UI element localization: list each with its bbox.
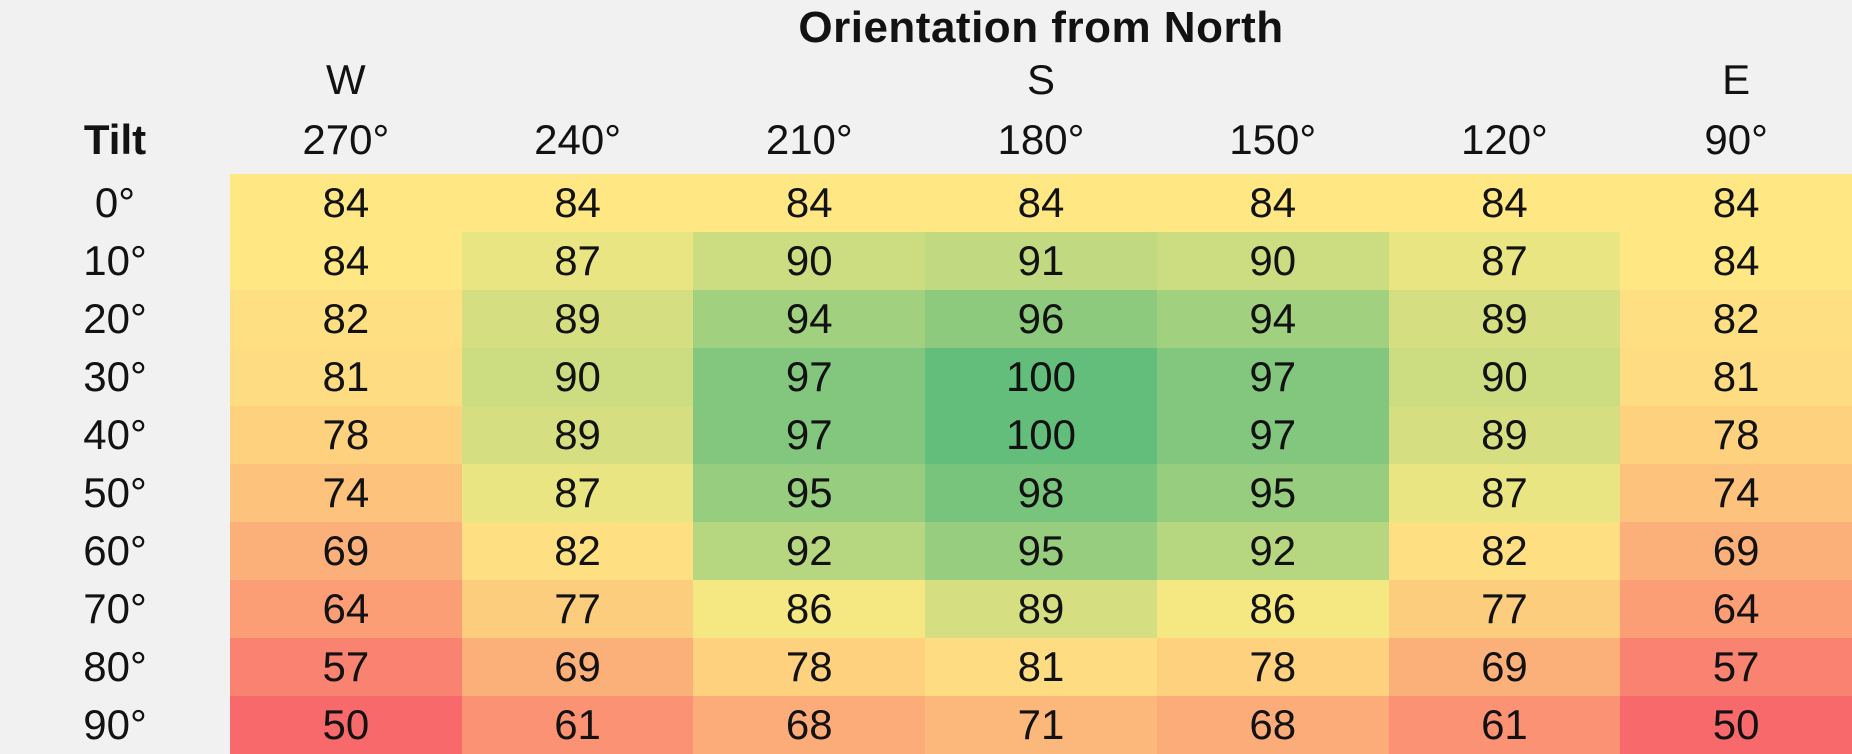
heatmap-cell: 97 bbox=[1156, 406, 1389, 464]
heatmap-cell: 69 bbox=[461, 638, 694, 696]
heatmap-cell: 84 bbox=[693, 174, 926, 232]
row-label: 20° bbox=[83, 295, 147, 342]
heatmap-cell: 91 bbox=[925, 232, 1157, 290]
row-label: 70° bbox=[83, 585, 147, 632]
heatmap-cell: 84 bbox=[230, 232, 462, 290]
heatmap-cell: 78 bbox=[230, 406, 462, 464]
heatmap-cell: 82 bbox=[1620, 290, 1852, 348]
heatmap-cell: 87 bbox=[461, 464, 694, 522]
row-label: 90° bbox=[83, 701, 147, 748]
compass-label-w: W bbox=[326, 56, 366, 103]
heatmap-cell: 100 bbox=[925, 348, 1157, 406]
heatmap-cell: 94 bbox=[1156, 290, 1389, 348]
heatmap-cell: 71 bbox=[925, 696, 1157, 754]
column-header: 150° bbox=[1229, 115, 1317, 163]
row-label: 80° bbox=[83, 643, 147, 690]
heatmap-cell: 84 bbox=[1620, 174, 1852, 232]
heatmap-cell: 86 bbox=[1156, 580, 1389, 638]
heatmap-cell: 92 bbox=[693, 522, 926, 580]
heatmap-cell: 84 bbox=[925, 174, 1157, 232]
heatmap-cell: 90 bbox=[461, 348, 694, 406]
heatmap-cell: 84 bbox=[1388, 174, 1621, 232]
heatmap-cell: 89 bbox=[1388, 290, 1621, 348]
heatmap-cell: 90 bbox=[693, 232, 926, 290]
heatmap-cell: 57 bbox=[1620, 638, 1852, 696]
heatmap-cell: 89 bbox=[461, 290, 694, 348]
heatmap-cell: 100 bbox=[925, 406, 1157, 464]
row-label: 60° bbox=[83, 527, 147, 574]
heatmap-cell: 81 bbox=[925, 638, 1157, 696]
column-header: 90° bbox=[1704, 115, 1768, 163]
heatmap-cell: 82 bbox=[230, 290, 462, 348]
heatmap-cell: 69 bbox=[1620, 522, 1852, 580]
heatmap-cell: 98 bbox=[925, 464, 1157, 522]
column-header: 120° bbox=[1460, 115, 1548, 163]
heatmap-cell: 57 bbox=[230, 638, 462, 696]
column-header: 180° bbox=[997, 115, 1085, 163]
heatmap-cell: 50 bbox=[1620, 696, 1852, 754]
heatmap-cell: 77 bbox=[1388, 580, 1621, 638]
compass-label-e: E bbox=[1722, 56, 1751, 103]
heatmap-cell: 90 bbox=[1156, 232, 1389, 290]
heatmap-cell: 61 bbox=[461, 696, 694, 754]
heatmap-cell: 84 bbox=[1156, 174, 1389, 232]
heatmap-cell: 68 bbox=[693, 696, 926, 754]
heatmap-cell: 50 bbox=[230, 696, 462, 754]
heatmap-cell: 89 bbox=[461, 406, 694, 464]
chart-title: Orientation from North bbox=[798, 2, 1284, 52]
heatmap-cell: 61 bbox=[1388, 696, 1621, 754]
column-header: 240° bbox=[534, 115, 621, 163]
heatmap-cell: 95 bbox=[925, 522, 1157, 580]
heatmap-cell: 74 bbox=[1620, 464, 1852, 522]
heatmap-cell: 97 bbox=[693, 406, 926, 464]
heatmap-cell: 89 bbox=[925, 580, 1157, 638]
heatmap-cell: 78 bbox=[1156, 638, 1389, 696]
heatmap-cell: 87 bbox=[461, 232, 694, 290]
heatmap-cell: 95 bbox=[1156, 464, 1389, 522]
heatmap-cell: 90 bbox=[1388, 348, 1621, 406]
heatmap-cell: 82 bbox=[1388, 522, 1621, 580]
heatmap-cell: 92 bbox=[1156, 522, 1389, 580]
heatmap-cell: 95 bbox=[693, 464, 926, 522]
heatmap-cell: 87 bbox=[1388, 232, 1621, 290]
heatmap-cell: 64 bbox=[1620, 580, 1852, 638]
heatmap-cell: 78 bbox=[693, 638, 926, 696]
compass-label-s: S bbox=[1026, 56, 1055, 103]
tilt-header: Tilt bbox=[83, 115, 147, 163]
heatmap-cell: 74 bbox=[230, 464, 462, 522]
row-label: 10° bbox=[83, 237, 147, 284]
heatmap-cell: 97 bbox=[693, 348, 926, 406]
row-label: 30° bbox=[83, 353, 147, 400]
row-label: 50° bbox=[83, 469, 147, 516]
heatmap-cell: 68 bbox=[1156, 696, 1389, 754]
heatmap-cell: 82 bbox=[461, 522, 694, 580]
row-label: 0° bbox=[94, 179, 136, 226]
heatmap-cell: 69 bbox=[230, 522, 462, 580]
heatmap-cell: 87 bbox=[1388, 464, 1621, 522]
heatmap-cell: 84 bbox=[1620, 232, 1852, 290]
heatmap-cell: 94 bbox=[693, 290, 926, 348]
heatmap-cell: 97 bbox=[1156, 348, 1389, 406]
heatmap-cell: 96 bbox=[925, 290, 1157, 348]
heatmap-cell: 78 bbox=[1620, 406, 1852, 464]
heatmap-cell: 89 bbox=[1388, 406, 1621, 464]
heatmap-cell: 64 bbox=[230, 580, 462, 638]
heatmap-cell: 81 bbox=[1620, 348, 1852, 406]
heatmap-cell: 69 bbox=[1388, 638, 1621, 696]
heatmap-cell: 81 bbox=[230, 348, 462, 406]
heatmap-cell: 84 bbox=[230, 174, 462, 232]
column-header: 270° bbox=[302, 115, 390, 163]
heatmap-cell: 86 bbox=[693, 580, 926, 638]
row-label: 40° bbox=[83, 411, 147, 458]
heatmap-cell: 77 bbox=[461, 580, 694, 638]
column-header: 210° bbox=[765, 115, 853, 163]
heatmap-cell: 84 bbox=[461, 174, 694, 232]
